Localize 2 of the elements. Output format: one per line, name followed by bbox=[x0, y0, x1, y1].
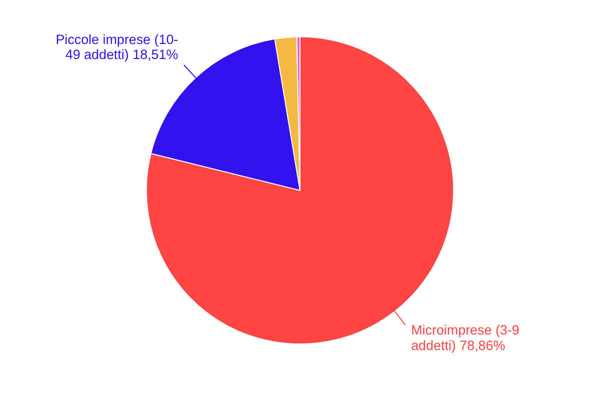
slice-label: Microimprese (3-9 addetti) 78,86% bbox=[411, 322, 520, 353]
slice-label: Piccole imprese (10-49 addetti) 18,51% bbox=[56, 32, 178, 62]
